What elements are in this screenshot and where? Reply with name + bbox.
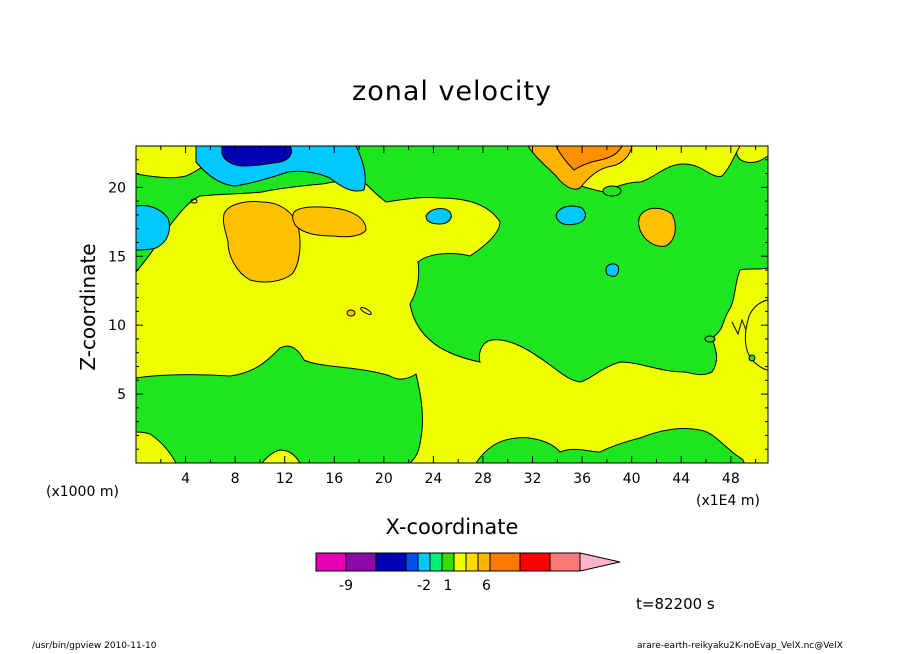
footer-left: /usr/bin/gpview 2010-11-10 (32, 641, 157, 651)
x-tick-label: 32 (524, 471, 542, 487)
colorbar-swatch (477, 552, 491, 572)
x-tick-label: 48 (722, 471, 740, 487)
y-tick-label: 20 (108, 180, 126, 196)
region-green-bottom-left (136, 345, 423, 463)
colorbar-swatch (549, 552, 581, 572)
x-unit-label: (x1000 m) (46, 484, 119, 500)
contour-small-4 (602, 185, 622, 197)
plot-frame (135, 145, 769, 464)
region-cyan-mid (425, 208, 452, 225)
y-axis-label: Z-coordinate (76, 243, 100, 371)
colorbar-swatch (345, 552, 377, 572)
contour-small-1 (346, 309, 356, 317)
x-axis-label: X-coordinate (385, 515, 519, 539)
region-cyan-left (136, 205, 170, 251)
x-tick-label: 36 (573, 471, 591, 487)
x-tick-label: 28 (474, 471, 492, 487)
colorbar-swatch (375, 552, 407, 572)
colorbar: -9 -2 1 6 (315, 552, 621, 594)
region-yellow-right-2 (744, 299, 768, 371)
colorbar-label: 1 (444, 578, 453, 594)
x-tick-label: 12 (276, 471, 294, 487)
contour-small-7 (748, 354, 756, 362)
y-tick-label: 5 (117, 387, 126, 403)
contour-small-5 (704, 335, 716, 343)
x-scale-label: (x1E4 m) (696, 493, 760, 509)
contour-small-2 (360, 307, 372, 315)
colorbar-label: -9 (339, 578, 353, 594)
colorbar-swatch (441, 552, 455, 572)
x-tick-label: 8 (231, 471, 240, 487)
y-tick-label: 10 (108, 318, 126, 334)
x-tick-label: 16 (325, 471, 343, 487)
colorbar-label: -2 (417, 578, 431, 594)
footer-right: arare-earth-reikyaku2K-noEvap_VelX.nc@Ve… (637, 641, 843, 651)
x-tick-label: 4 (181, 471, 190, 487)
colorbar-arrow (579, 552, 621, 572)
colorbar-swatch (453, 552, 467, 572)
colorbar-swatch (417, 552, 431, 572)
x-tick-label: 44 (672, 471, 690, 487)
region-blue-core (221, 146, 293, 167)
region-orange-left (223, 201, 301, 283)
x-tick-label: 40 (623, 471, 641, 487)
colorbar-swatch (405, 552, 419, 572)
region-green-upper (136, 146, 768, 383)
colorbar-label: 6 (482, 578, 491, 594)
contour-field (136, 146, 768, 463)
time-label: t=82200 s (636, 595, 715, 613)
colorbar-swatch (519, 552, 551, 572)
colorbar-swatch (429, 552, 443, 572)
region-cyan-right (555, 205, 586, 226)
colorbar-swatch (465, 552, 479, 572)
region-orange-mid (292, 206, 367, 238)
y-tick-label: 15 (108, 249, 126, 265)
contour-small-3 (190, 198, 198, 204)
region-cyan-small (605, 263, 619, 277)
region-orange-right (638, 207, 676, 247)
chart-title: zonal velocity (352, 76, 552, 107)
x-tick-label: 24 (424, 471, 442, 487)
region-orange-top-right-inner (555, 146, 623, 171)
x-tick-label: 20 (375, 471, 393, 487)
colorbar-swatch (315, 552, 347, 572)
region-green-bottom-right (475, 427, 745, 463)
contour-small-6 (731, 318, 747, 336)
colorbar-swatch (489, 552, 521, 572)
